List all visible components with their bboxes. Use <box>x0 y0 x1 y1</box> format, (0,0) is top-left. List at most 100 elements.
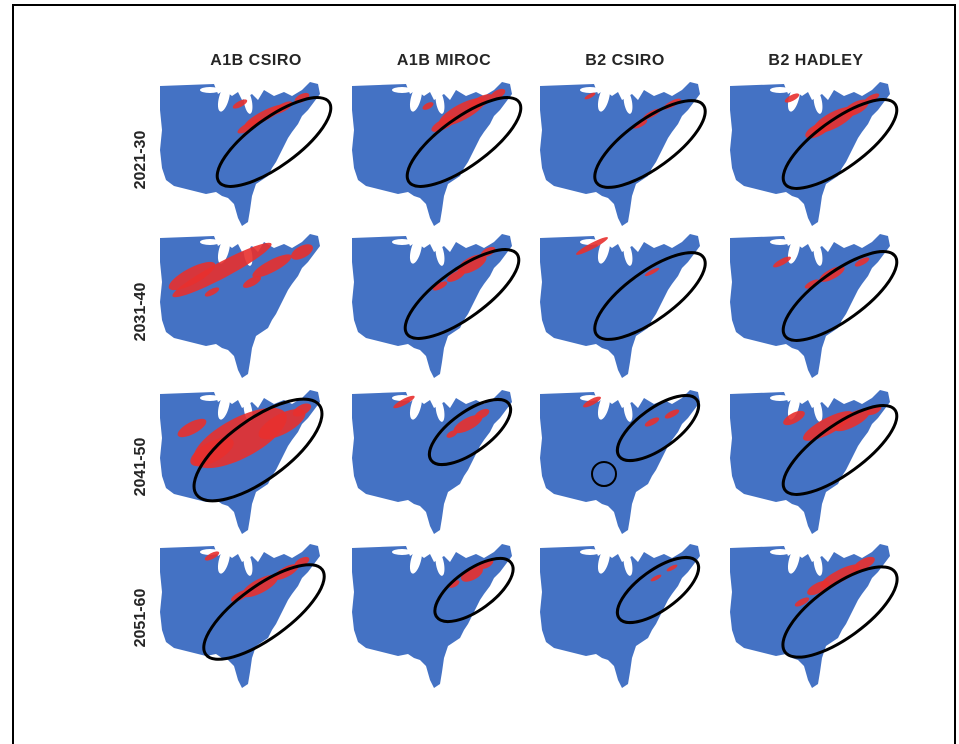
lake-2 <box>392 87 412 93</box>
highlight-ellipse <box>781 565 899 659</box>
lake-2 <box>392 239 412 245</box>
prediction-area-3 <box>291 244 313 260</box>
landmass <box>160 82 320 226</box>
lake-0 <box>409 392 423 420</box>
map-panel-b2-csiro-2041-50 <box>532 388 732 538</box>
map-panel-b2-hadley-2051-60 <box>722 542 922 692</box>
highlight-ellipse <box>427 397 513 467</box>
column-header-b2-hadley: B2 HADLEY <box>768 52 864 69</box>
prediction-area-2 <box>393 395 415 409</box>
map-panel-a1b-csiro-2021-30 <box>152 80 352 230</box>
prediction-area-0 <box>453 414 483 434</box>
lake-2 <box>200 239 220 245</box>
prediction-area-0 <box>650 574 662 582</box>
lake-0 <box>217 84 231 112</box>
prediction-area-1 <box>804 279 820 289</box>
prediction-area-3 <box>584 92 596 100</box>
column-header-a1b-miroc: A1B MIROC <box>396 52 492 69</box>
lake-2 <box>392 549 412 555</box>
highlight-ellipse <box>202 563 326 661</box>
lake-0 <box>787 546 801 574</box>
lake-0 <box>787 392 801 420</box>
prediction-area-1 <box>664 409 680 419</box>
column-header-a1b-csiro: A1B CSIRO <box>210 52 302 69</box>
highlight-ellipse <box>192 397 324 503</box>
map-svg <box>352 234 521 378</box>
prediction-area-1 <box>431 116 457 132</box>
lake-0 <box>597 236 611 264</box>
lake-1 <box>813 242 823 266</box>
prediction-area-1 <box>474 408 490 420</box>
map-svg <box>540 544 701 688</box>
prediction-area-0 <box>461 566 483 582</box>
lake-0 <box>217 236 231 264</box>
lake-1 <box>243 552 253 576</box>
prediction-area-1 <box>237 118 263 134</box>
landmass <box>160 544 320 688</box>
prediction-area-2 <box>853 556 875 572</box>
map-svg <box>352 390 513 534</box>
prediction-area-1 <box>632 119 648 129</box>
lake-1 <box>623 242 633 266</box>
highlight-ellipse <box>781 98 899 190</box>
highlight-ellipse <box>433 556 515 624</box>
map-panel-a1b-csiro-2041-50 <box>152 388 352 538</box>
prediction-area-4 <box>177 418 207 438</box>
lake-0 <box>409 236 423 264</box>
prediction-area-0 <box>576 237 608 255</box>
lake-2 <box>770 239 790 245</box>
lake-2 <box>770 87 790 93</box>
lake-1 <box>623 90 633 114</box>
map-svg <box>160 390 324 534</box>
highlight-ellipse <box>781 404 899 496</box>
highlight-ellipse <box>593 251 707 341</box>
highlight-ellipse <box>781 250 899 342</box>
map-svg <box>540 390 701 534</box>
prediction-area-3 <box>490 88 506 100</box>
map-panel-b2-hadley-2031-40 <box>722 232 922 382</box>
lake-1 <box>813 398 823 422</box>
landmass <box>540 390 700 534</box>
lake-1 <box>623 552 633 576</box>
lake-0 <box>597 84 611 112</box>
map-panel-a1b-miroc-2031-40 <box>344 232 544 382</box>
prediction-area-2 <box>258 408 306 440</box>
prediction-area-3 <box>854 257 870 267</box>
prediction-area-1 <box>834 408 870 432</box>
prediction-area-3 <box>794 597 810 607</box>
prediction-area-4 <box>294 556 310 568</box>
prediction-area-3 <box>446 430 458 438</box>
map-panel-a1b-miroc-2021-30 <box>344 80 544 230</box>
prediction-area-0 <box>820 564 860 588</box>
highlight-ellipse <box>215 96 333 188</box>
map-svg <box>352 544 515 688</box>
map-svg <box>160 82 333 226</box>
prediction-area-5 <box>204 287 220 297</box>
map-panel-a1b-csiro-2031-40 <box>152 232 352 382</box>
landmass <box>352 82 512 226</box>
lake-1 <box>813 552 823 576</box>
prediction-area-0 <box>172 242 272 298</box>
prediction-area-3 <box>783 410 805 426</box>
map-svg <box>730 82 899 226</box>
landmass <box>730 234 890 378</box>
map-panel-a1b-csiro-2051-60 <box>152 542 352 692</box>
map-svg <box>540 234 707 378</box>
lake-0 <box>787 236 801 264</box>
lake-2 <box>200 395 220 401</box>
prediction-area-1 <box>446 270 466 282</box>
lake-2 <box>770 395 790 401</box>
prediction-area-2 <box>432 281 448 291</box>
map-svg <box>352 82 523 226</box>
lake-2 <box>580 87 600 93</box>
lake-1 <box>243 90 253 114</box>
lake-2 <box>580 549 600 555</box>
prediction-area-2 <box>583 396 601 408</box>
map-panel-a1b-miroc-2041-50 <box>344 388 544 538</box>
prediction-area-1 <box>644 267 660 277</box>
prediction-area-2 <box>467 94 493 110</box>
landmass <box>540 82 700 226</box>
prediction-area-1 <box>168 261 216 291</box>
lake-1 <box>435 90 445 114</box>
lake-1 <box>435 398 445 422</box>
